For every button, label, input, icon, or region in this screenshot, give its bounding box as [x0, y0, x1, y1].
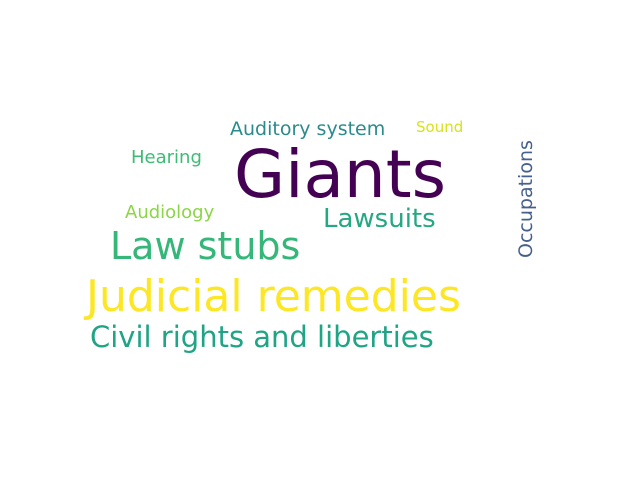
word-audiology: Audiology: [125, 202, 215, 223]
word-sound: Sound: [416, 118, 464, 136]
word-lawsuits: Lawsuits: [323, 204, 436, 234]
word-law-stubs: Law stubs: [110, 224, 301, 268]
word-hearing: Hearing: [131, 147, 202, 168]
word-occupations: Occupations: [515, 140, 537, 258]
word-civil-rights: Civil rights and liberties: [90, 320, 434, 354]
word-giants: Giants: [234, 136, 447, 213]
word-judicial-remedies: Judicial remedies: [86, 271, 461, 322]
word-auditory-system: Auditory system: [230, 118, 386, 140]
